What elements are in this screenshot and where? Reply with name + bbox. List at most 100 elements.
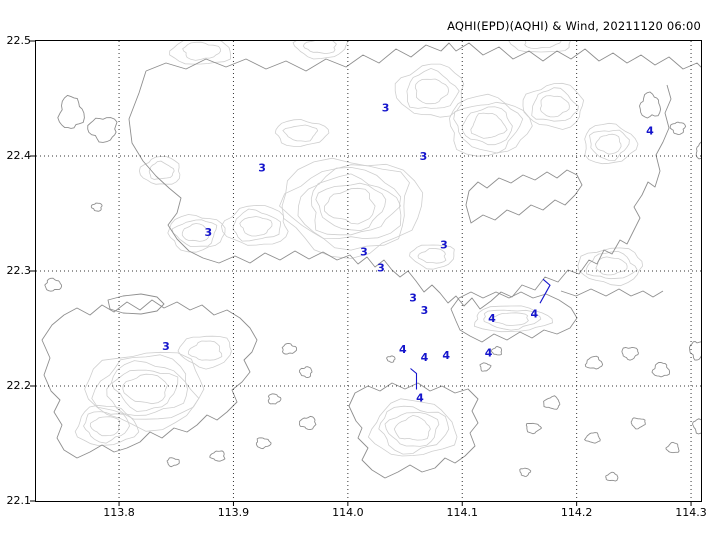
aqhi-station-value: 3 — [421, 304, 429, 317]
chart-title: AQHI(EPD)(AQHI) & Wind, 20211120 06:00 — [447, 19, 701, 33]
island-outline — [209, 450, 226, 462]
island-outline — [621, 346, 639, 361]
island-outline — [669, 121, 687, 135]
island-outline — [525, 422, 543, 435]
terrain-contour — [281, 157, 424, 259]
terrain-contour — [393, 414, 431, 441]
terrain-contour — [177, 335, 232, 370]
island-outline — [299, 415, 317, 431]
island-outline — [584, 355, 604, 370]
terrain-contour — [220, 204, 289, 246]
terrain-contour — [470, 112, 508, 139]
island-outline — [44, 277, 62, 292]
y-tick-label: 22.1 — [6, 494, 32, 507]
terrain-contour — [595, 256, 628, 276]
island-outline — [630, 417, 646, 430]
island-outline — [639, 91, 662, 119]
island-outline — [386, 355, 396, 363]
terrain-contour — [279, 164, 410, 251]
terrain-contour — [84, 351, 205, 432]
aqhi-station-value: 3 — [409, 291, 417, 304]
x-tick-label: 114.0 — [332, 506, 364, 519]
terrain-contour — [106, 360, 188, 416]
wind-barb — [539, 278, 551, 304]
island-outline — [583, 432, 601, 444]
island-outline — [689, 341, 701, 361]
terrain-contour — [406, 67, 460, 109]
terrain-contour — [378, 405, 450, 455]
terrain-contour — [531, 87, 579, 122]
terrain-contour — [274, 119, 330, 147]
x-tick-label: 114.1 — [446, 506, 478, 519]
island-outline — [490, 345, 502, 356]
coastline — [560, 288, 664, 298]
coastline — [450, 291, 578, 343]
coastline — [465, 169, 583, 224]
terrain-contour — [111, 369, 179, 412]
terrain-contour — [187, 340, 223, 361]
island-outline — [166, 457, 180, 468]
terrain-contour — [74, 404, 140, 446]
terrain-contour — [167, 214, 226, 253]
terrain-contour — [384, 412, 440, 447]
terrain-contour — [414, 78, 450, 105]
terrain-contour — [282, 124, 319, 142]
island-outline — [87, 117, 118, 143]
x-tick-label: 113.8 — [103, 506, 135, 519]
terrain-contour — [310, 173, 402, 236]
aqhi-station-value: 4 — [399, 343, 407, 356]
terrain-contour — [181, 223, 210, 242]
coastline — [107, 293, 165, 315]
aqhi-station-value: 3 — [360, 246, 368, 259]
terrain-contour — [367, 398, 458, 457]
island-outline — [479, 362, 492, 372]
coastline — [145, 42, 701, 72]
island-outline — [543, 395, 561, 410]
terrain-contour — [473, 305, 553, 333]
terrain-contour — [589, 129, 630, 162]
terrain-contour — [417, 247, 447, 264]
island-outline — [695, 141, 701, 160]
island-outline — [692, 418, 701, 435]
terrain-contour — [89, 416, 121, 437]
island-outline — [298, 366, 313, 378]
aqhi-station-value: 3 — [440, 239, 448, 252]
island-outline — [90, 202, 103, 212]
island-outline — [519, 467, 532, 477]
terrain-contour — [83, 411, 130, 444]
island-outline — [665, 441, 680, 454]
terrain-contour — [522, 82, 585, 130]
island-outline — [57, 94, 85, 129]
terrain-contour — [584, 122, 639, 165]
island-outline — [267, 393, 282, 405]
aqhi-station-value: 4 — [485, 347, 493, 360]
aqhi-station-value: 3 — [382, 102, 390, 115]
island-outline — [651, 361, 671, 378]
terrain-contour — [292, 41, 348, 60]
aqhi-station-value: 3 — [204, 226, 212, 239]
island-outline — [255, 437, 272, 450]
y-tick-label: 22.2 — [6, 379, 32, 392]
terrain-contour — [461, 106, 513, 146]
terrain-contour — [539, 95, 570, 118]
terrain-contour — [302, 41, 337, 55]
aqhi-station-value: 4 — [442, 349, 450, 362]
aqhi-station-value: 3 — [377, 262, 385, 275]
terrain-contour — [409, 244, 455, 270]
terrain-contour — [585, 250, 638, 280]
terrain-contour — [315, 182, 387, 232]
terrain-contour — [297, 166, 402, 240]
aqhi-station-value: 4 — [421, 351, 429, 364]
terrain-contour — [239, 216, 273, 237]
x-tick-label: 114.3 — [675, 506, 707, 519]
island-outline — [281, 343, 298, 355]
x-tick-label: 114.2 — [560, 506, 593, 519]
terrain-contour — [122, 373, 168, 405]
aqhi-station-value: 3 — [420, 150, 428, 163]
terrain-contour — [524, 41, 562, 50]
y-tick-label: 22.4 — [6, 149, 32, 162]
aqhi-station-value: 4 — [530, 308, 538, 321]
terrain-contour — [594, 133, 622, 155]
